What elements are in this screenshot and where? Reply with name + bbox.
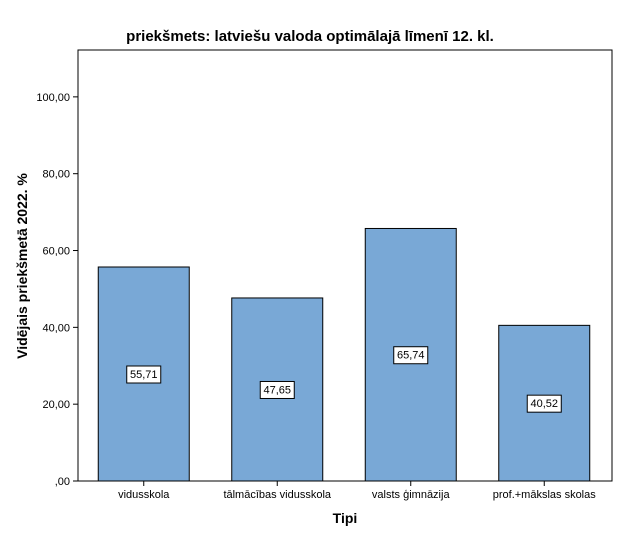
y-tick-label: ,00 [55,476,70,488]
x-axis-label: Tipi [333,510,358,526]
data-label: 65,74 [397,350,425,362]
x-tick-label: prof.+mākslas skolas [493,489,597,501]
x-tick-label: vidusskola [118,489,170,501]
data-label: 47,65 [263,384,291,396]
y-tick-label: 80,00 [42,169,70,181]
chart-title: priekšmets: latviešu valoda optimālajā l… [126,28,494,45]
y-axis-label: Vidējais priekšmetā 2022. % [14,173,30,359]
y-tick-label: 40,00 [42,322,70,334]
x-tick-label: valsts ģimnāzija [372,488,451,501]
data-label-box [259,380,295,399]
y-tick-label: 20,00 [42,399,70,411]
data-label-box [126,365,162,384]
x-tick-label: tālmācības vidusskola [223,489,331,501]
data-label: 55,71 [130,369,158,381]
data-label-box [526,394,562,413]
y-tick-label: 60,00 [42,246,70,258]
y-tick-label: 100,00 [36,92,70,104]
data-label-box [393,346,429,365]
data-label: 40,52 [530,398,558,410]
